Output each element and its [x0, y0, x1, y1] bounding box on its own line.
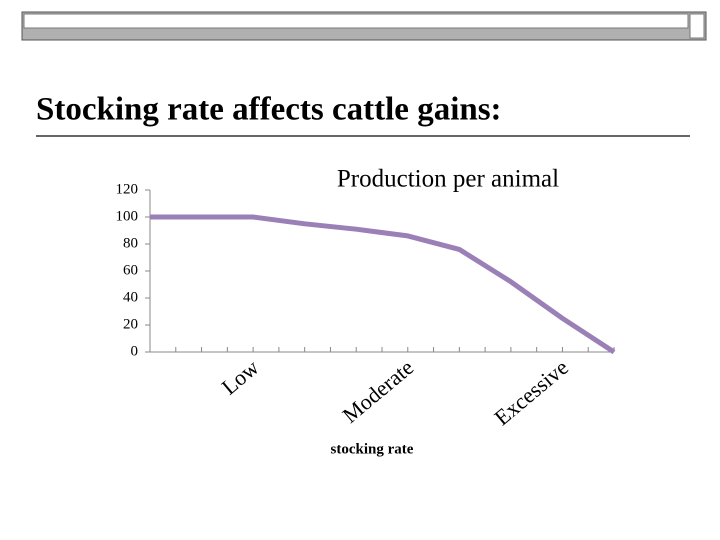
- y-tick-label: 120: [116, 181, 139, 197]
- slide-title: Stocking rate affects cattle gains:: [36, 92, 502, 128]
- chart-title: Production per animal: [337, 166, 559, 193]
- x-tick-label: Low: [217, 354, 264, 399]
- y-tick-label: 20: [123, 316, 138, 332]
- y-tick-label: 40: [123, 289, 138, 305]
- y-tick-label: 0: [131, 343, 139, 359]
- x-tick-label: Excessive: [489, 355, 572, 431]
- top-bar-box: [689, 13, 705, 39]
- y-tick-label: 100: [116, 208, 139, 224]
- top-bar-inner: [23, 13, 689, 29]
- x-axis-label: stocking rate: [331, 441, 414, 457]
- y-tick-label: 80: [123, 235, 138, 251]
- x-tick-label: Moderate: [338, 355, 419, 428]
- data-line: [150, 214, 616, 355]
- y-tick-label: 60: [123, 262, 138, 278]
